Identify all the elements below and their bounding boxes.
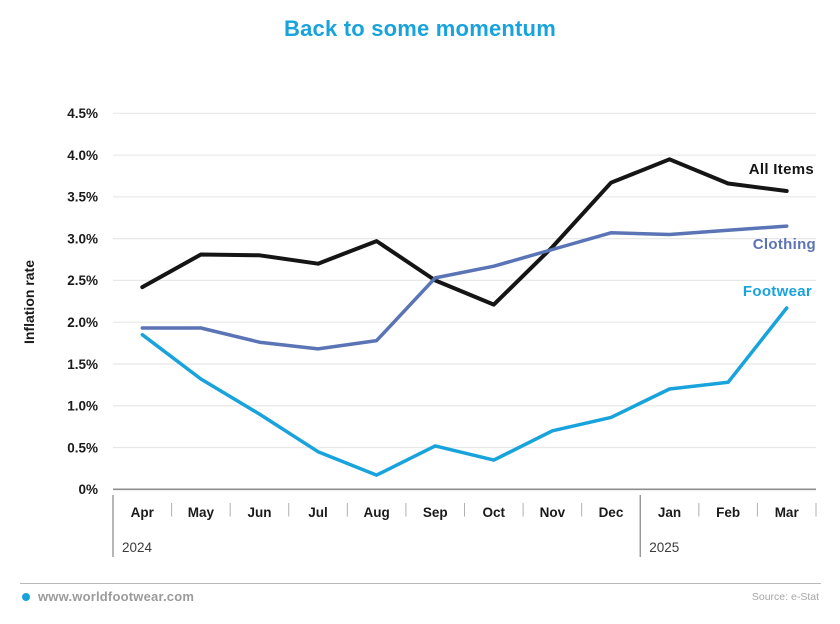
year-label: 2025 [649,540,679,555]
series-line-footwear [140,306,789,477]
x-month-label: May [188,505,215,520]
y-tick-label: 1.0% [67,399,98,414]
series-line-all-items [140,157,789,307]
footer-divider [20,583,821,584]
y-tick-label: 0% [78,482,98,497]
x-month-label: Mar [775,505,800,520]
series-label-clothing: Clothing [753,236,816,253]
y-tick-label: 4.0% [67,148,98,163]
x-month-label: Feb [716,505,740,520]
x-month-label: Dec [599,505,624,520]
y-tick-label: 1.5% [67,357,98,372]
series-label-footwear: Footwear [743,283,812,300]
x-month-label: Aug [364,505,390,520]
y-tick-label: 3.5% [67,190,98,205]
x-month-label: Nov [540,505,566,520]
line-chart: 4.5% 4.0% 3.5% 3.0% 2.5% 2.0% 1.5% 1.0% 0.5% 0% Ap… [67,106,817,557]
source-text: Source: e-Stat [751,591,819,603]
series-label-all-items: All Items [749,161,814,178]
website-text: www.worldfootwear.com [38,589,195,604]
y-tick-label: 2.5% [67,273,98,288]
y-tick-label: 4.5% [67,106,98,121]
x-month-label: Jun [247,505,271,520]
footer-branding: www.worldfootwear.com [22,589,194,604]
chart-title: Back to some momentum [284,16,556,41]
x-month-label: Apr [131,505,155,520]
series-line-clothing [140,224,789,351]
x-month-label: Oct [483,505,506,520]
x-month-label: Sep [423,505,448,520]
x-month-label: Jan [658,505,681,520]
y-tick-label: 3.0% [67,231,98,246]
year-label: 2024 [122,540,153,555]
y-tick-label: 2.0% [67,315,98,330]
y-tick-label: 0.5% [67,440,98,455]
x-month-label: Jul [308,505,328,520]
bullet-dot-icon [22,592,30,601]
